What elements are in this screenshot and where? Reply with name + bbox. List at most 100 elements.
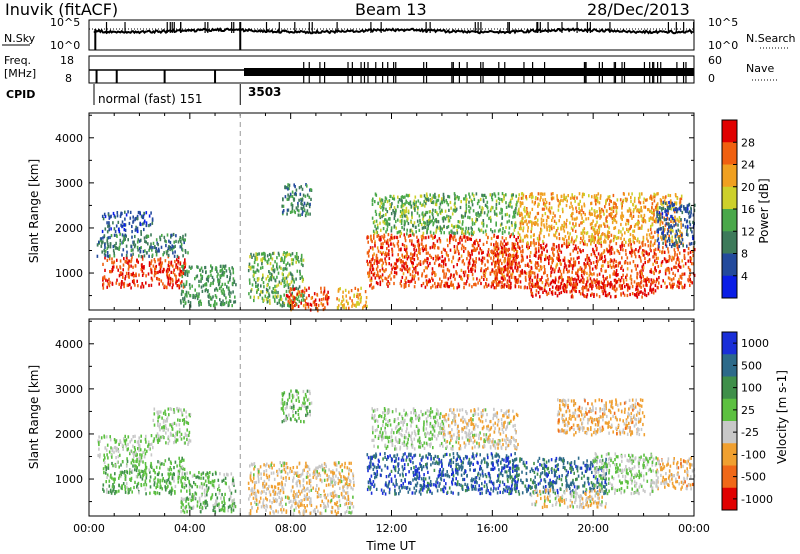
scatter-cell bbox=[679, 197, 681, 201]
scatter-cell bbox=[587, 259, 589, 263]
scatter-cell bbox=[301, 279, 304, 283]
scatter-cell bbox=[636, 272, 639, 276]
scatter-cell bbox=[178, 238, 181, 242]
scatter-cell bbox=[473, 246, 476, 250]
scatter-cell bbox=[416, 235, 418, 239]
scatter-cell bbox=[674, 251, 676, 255]
scatter-cell bbox=[426, 283, 428, 287]
scatter-cell bbox=[443, 224, 445, 228]
scatter-cell bbox=[284, 186, 286, 190]
scatter-cell bbox=[159, 260, 162, 264]
scatter-cell bbox=[431, 196, 433, 200]
scatter-cell bbox=[501, 211, 503, 215]
scatter-cell bbox=[506, 220, 509, 224]
scatter-cell bbox=[600, 236, 602, 240]
scatter-cell bbox=[538, 285, 541, 289]
scatter-cell bbox=[104, 249, 107, 253]
scatter-cell bbox=[124, 259, 127, 264]
scatter-cell bbox=[612, 193, 615, 198]
scatter-cell bbox=[445, 272, 447, 276]
scatter-cell bbox=[534, 216, 536, 220]
scatter-cell bbox=[125, 271, 128, 275]
scatter-cell bbox=[179, 269, 182, 273]
scatter-cell bbox=[490, 236, 493, 241]
scatter-cell bbox=[675, 201, 678, 205]
scatter-cell bbox=[473, 222, 476, 226]
scatter-cell bbox=[586, 276, 589, 280]
scatter-cell bbox=[163, 251, 165, 255]
scatter-cell bbox=[304, 286, 306, 290]
scatter-cell bbox=[449, 248, 452, 252]
scatter-cell bbox=[592, 284, 594, 288]
scatter-cell bbox=[130, 253, 132, 257]
scatter-cell bbox=[102, 276, 104, 280]
scatter-cell bbox=[570, 282, 573, 286]
scatter-cell bbox=[469, 206, 472, 210]
scatter-cell bbox=[440, 264, 443, 268]
scatter-cell bbox=[566, 218, 568, 222]
scatter-cell bbox=[524, 277, 527, 281]
scatter-cell bbox=[172, 264, 174, 268]
scatter-cell bbox=[382, 220, 384, 224]
scatter-cell bbox=[609, 260, 612, 264]
scatter-cell bbox=[341, 299, 343, 304]
scatter-cell bbox=[602, 264, 604, 268]
scatter-cell bbox=[387, 280, 389, 284]
scatter-cell bbox=[277, 294, 279, 298]
scatter-cell bbox=[553, 270, 556, 274]
scatter-cell bbox=[520, 227, 522, 231]
scatter-cell bbox=[500, 222, 503, 226]
scatter-cell bbox=[674, 215, 676, 219]
scatter-cell bbox=[672, 277, 675, 281]
scatter-cell bbox=[586, 280, 588, 284]
scatter-cell bbox=[514, 209, 517, 213]
scatter-cell bbox=[662, 237, 665, 241]
scatter-cell bbox=[589, 259, 591, 263]
scatter-cell bbox=[411, 261, 413, 265]
scatter-cell bbox=[500, 267, 502, 271]
scatter-cell bbox=[268, 286, 271, 290]
scatter-cell bbox=[414, 208, 416, 212]
scatter-cell bbox=[551, 197, 553, 201]
scatter-cell bbox=[396, 265, 399, 269]
scatter-cell bbox=[615, 220, 618, 224]
scatter-cell bbox=[103, 489, 105, 493]
scatter-cell bbox=[550, 280, 553, 284]
scatter-cell bbox=[261, 277, 263, 281]
scatter-cell bbox=[423, 247, 426, 251]
scatter-cell bbox=[386, 252, 389, 256]
scatter-cell bbox=[544, 203, 546, 208]
scatter-cell bbox=[120, 285, 122, 289]
scatter-cell bbox=[121, 211, 123, 216]
scatter-cell bbox=[425, 210, 427, 215]
scatter-cell bbox=[136, 240, 139, 244]
scatter-cell bbox=[503, 247, 505, 251]
scatter-cell bbox=[174, 250, 176, 254]
scatter-cell bbox=[377, 282, 379, 286]
scatter-cell bbox=[408, 201, 410, 206]
scatter-cell bbox=[500, 271, 503, 275]
scatter-cell bbox=[538, 202, 540, 207]
scatter-cell bbox=[143, 221, 145, 225]
scatter-cell bbox=[412, 224, 415, 228]
scatter-cell bbox=[631, 285, 634, 289]
scatter-cell bbox=[596, 281, 599, 285]
scatter-cell bbox=[489, 271, 492, 275]
scatter-cell bbox=[671, 217, 673, 221]
scatter-cell bbox=[542, 192, 544, 196]
scatter-cell bbox=[681, 259, 683, 263]
scatter-cell bbox=[456, 247, 459, 251]
scatter-cell bbox=[486, 206, 489, 210]
scatter-cell bbox=[369, 267, 371, 272]
scatter-cell bbox=[230, 291, 232, 295]
scatter-cell bbox=[591, 212, 594, 216]
scatter-cell bbox=[530, 227, 533, 231]
scatter-cell bbox=[544, 245, 547, 249]
scatter-cell bbox=[533, 275, 536, 279]
scatter-cell bbox=[654, 283, 657, 287]
scatter-cell bbox=[448, 208, 450, 212]
scatter-cell bbox=[636, 275, 638, 279]
scatter-cell bbox=[618, 251, 621, 255]
scatter-cell bbox=[668, 217, 671, 221]
scatter-cell bbox=[500, 250, 502, 254]
